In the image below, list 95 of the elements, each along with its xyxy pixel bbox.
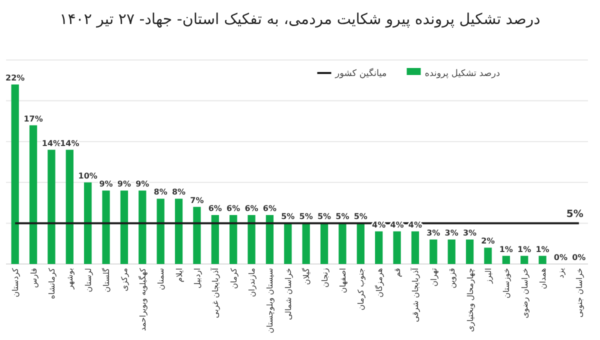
- data-label: 5%: [354, 212, 368, 222]
- x-tick-label: سیستان وبلوچستان: [266, 268, 275, 334]
- bar: [156, 198, 164, 264]
- data-label: 22%: [6, 73, 25, 82]
- legend-label: میانگین کشور: [334, 67, 387, 79]
- bar: [448, 240, 456, 264]
- data-label: 2%: [481, 236, 495, 246]
- bar: [284, 223, 292, 264]
- data-label: 14%: [60, 138, 80, 148]
- bar: [430, 240, 438, 264]
- data-label: 3%: [462, 228, 477, 238]
- bar: [102, 190, 110, 264]
- chart-title: درصد تشکیل پرونده پیرو شکایت مردمی، به تفکیک استان- جهاد- ۲۷ تیر ۱۴۰۲: [60, 10, 540, 28]
- bar: [393, 231, 401, 264]
- data-label: 5%: [566, 209, 584, 220]
- data-label: 6%: [262, 204, 277, 214]
- bar: [502, 256, 510, 264]
- bar: [211, 215, 219, 264]
- bar: [538, 256, 546, 264]
- bar: [193, 206, 201, 264]
- x-tick-label: مرکزی: [120, 268, 130, 292]
- data-label: 9%: [99, 180, 113, 189]
- x-tick-label: کهگیلویه وبویراحمد: [137, 268, 148, 332]
- data-label: 9%: [117, 180, 132, 189]
- data-label: 5%: [281, 212, 295, 222]
- bar: [29, 125, 38, 264]
- bar: [375, 231, 383, 264]
- x-tick-label: فارس: [29, 268, 38, 288]
- x-tick-label: اردبیل: [192, 268, 202, 288]
- data-label: 7%: [190, 196, 204, 205]
- bar: [230, 215, 238, 264]
- bar: [320, 223, 328, 264]
- x-tick-label: لرستان: [84, 268, 93, 292]
- x-tick-label: ایلام: [174, 268, 184, 282]
- x-tick-label: خراسان شمالی: [284, 268, 293, 320]
- x-tick-label: تهران: [429, 268, 438, 286]
- bar: [174, 198, 183, 264]
- x-tick-label: قم: [393, 268, 402, 278]
- bar: [302, 223, 310, 264]
- bar: [520, 256, 528, 264]
- x-tick-label: هرمزگان: [374, 268, 384, 298]
- bar: [84, 182, 92, 264]
- x-tick-label: یزد: [556, 268, 566, 278]
- data-label: 5%: [317, 212, 332, 222]
- bar: [411, 231, 420, 264]
- data-label: 17%: [24, 114, 43, 124]
- x-tick-label: خراسان رضوی: [520, 268, 530, 318]
- bar: [120, 190, 128, 264]
- data-label: 1%: [536, 244, 550, 254]
- x-tick-label: خوزستان: [502, 268, 512, 298]
- data-label: 10%: [78, 171, 98, 180]
- bar: [138, 190, 146, 264]
- data-label: 14%: [42, 138, 62, 148]
- data-label: 6%: [244, 204, 258, 214]
- data-label: 1%: [499, 244, 513, 254]
- data-label: 1%: [518, 244, 532, 254]
- data-label: 9%: [136, 180, 150, 189]
- data-label: 8%: [172, 188, 186, 197]
- x-tick-label: گلستان: [101, 268, 112, 292]
- data-label: 5%: [336, 212, 350, 222]
- bar: [466, 240, 474, 264]
- bar: [248, 215, 256, 264]
- data-label: 3%: [426, 228, 440, 238]
- x-tick-label: کردستان: [11, 268, 20, 298]
- x-tick-label: چهارمحال وبختیاری: [466, 268, 475, 332]
- x-tick-label: کرمانشاه: [47, 268, 56, 299]
- bar: [66, 150, 74, 264]
- x-tick-label: گیلان: [301, 268, 312, 285]
- data-label: 6%: [208, 204, 222, 214]
- x-tick-label: سمنان: [156, 268, 166, 290]
- x-tick-label: آذربایجان شرقی: [410, 267, 420, 322]
- x-tick-label: خراسان جنوبی: [574, 268, 584, 318]
- data-label: 5%: [299, 212, 313, 222]
- bar: [484, 248, 492, 264]
- data-label: 0%: [572, 253, 586, 262]
- data-label: 6%: [226, 204, 240, 214]
- bar: [356, 223, 364, 264]
- x-tick-label: مازندران: [248, 268, 257, 297]
- x-tick-label: اصفهان: [338, 268, 348, 294]
- bar: [48, 150, 56, 264]
- x-tick-label: جنوب کرمان: [356, 268, 366, 310]
- bar: [338, 223, 346, 264]
- data-label: 3%: [444, 228, 458, 238]
- data-label: 8%: [154, 188, 168, 197]
- x-tick-label: زنجان: [320, 268, 330, 288]
- x-tick-label: کرمان: [229, 268, 238, 289]
- data-label: 0%: [554, 253, 568, 262]
- x-tick-label: قزوین: [448, 268, 457, 288]
- bar: [11, 84, 19, 264]
- x-tick-label: همدان: [538, 268, 548, 290]
- bar: [266, 215, 274, 264]
- x-tick-label: بوشهر: [66, 268, 75, 290]
- legend-label: درصد تشکیل پرونده: [424, 69, 500, 79]
- x-tick-label: آذربایجان غربی: [210, 267, 220, 318]
- x-tick-label: البرز: [484, 268, 493, 284]
